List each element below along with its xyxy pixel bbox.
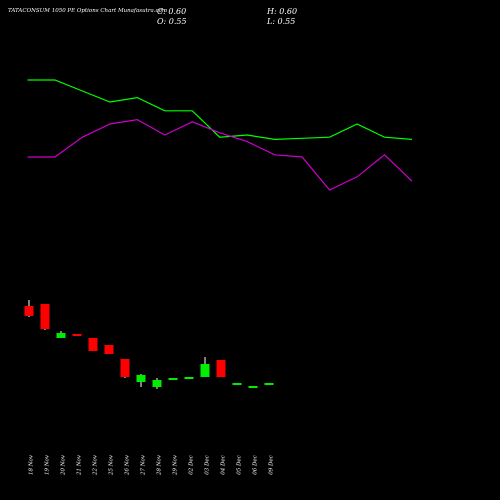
x-tick-label: 05 Dec	[237, 455, 243, 475]
candle-body	[248, 386, 258, 388]
x-tick-label: 25 Nov	[109, 454, 115, 476]
candle-body	[200, 364, 210, 377]
candle-body	[24, 306, 34, 316]
candle	[72, 334, 82, 336]
x-tick-label: 22 Nov	[93, 454, 99, 476]
x-tick-label: 19 Nov	[45, 454, 51, 475]
x-tick-label: 27 Nov	[141, 454, 147, 476]
candle-body	[152, 380, 162, 387]
candle-body	[88, 338, 98, 351]
candle-body	[264, 383, 274, 385]
x-tick-label: 29 Nov	[173, 454, 179, 476]
candle	[200, 357, 210, 377]
candle	[184, 377, 194, 379]
x-tick-label: 26 Nov	[125, 454, 131, 476]
x-tick-label: 21 Nov	[77, 454, 83, 476]
indicator-lines	[27, 79, 413, 191]
candle	[264, 383, 274, 385]
chart-title: TATACONSUM 1050 PE Options Chart Munafas…	[8, 8, 168, 14]
candle	[168, 378, 178, 380]
x-axis-labels: 18 Nov 19 Nov 20 Nov 21 Nov 22 Nov 25 Nov 26 N…	[29, 454, 275, 476]
high-readout: H: 0.60	[267, 7, 298, 16]
x-tick-label: 20 Nov	[61, 454, 67, 476]
indicator-line-1	[27, 79, 413, 141]
x-tick-label: 04 Dec	[221, 455, 227, 475]
candle	[88, 338, 98, 351]
candle-body	[136, 375, 146, 382]
open-readout: O: 0.55	[157, 17, 187, 26]
x-tick-label: 18 Nov	[29, 454, 35, 475]
candle	[248, 386, 258, 388]
candle-body	[216, 360, 226, 377]
close-readout: C: 0.60	[157, 7, 187, 16]
candle-body	[40, 304, 50, 329]
indicator-line-2	[27, 118, 413, 191]
candlesticks	[24, 300, 274, 389]
x-tick-label: 28 Nov	[157, 454, 163, 476]
x-tick-label: 06 Dec	[253, 455, 259, 475]
candle-body	[184, 377, 194, 379]
x-tick-label: 02 Dec	[189, 455, 195, 475]
candle	[120, 359, 130, 378]
candle	[56, 331, 66, 338]
candle-body	[56, 333, 66, 338]
candle-body	[72, 334, 82, 336]
low-readout: L: 0.55	[267, 17, 296, 26]
candle-body	[120, 359, 130, 377]
candle	[40, 304, 50, 330]
candle	[232, 383, 242, 385]
candle	[136, 374, 146, 387]
candle-body	[232, 383, 242, 385]
candle	[152, 378, 162, 389]
x-tick-label: 03 Dec	[205, 455, 211, 475]
candle-body	[168, 378, 178, 380]
candle	[216, 360, 226, 377]
candle	[24, 300, 34, 317]
x-tick-label: 09 Dec	[269, 455, 275, 475]
candle-body	[104, 345, 114, 354]
candle	[104, 345, 114, 354]
